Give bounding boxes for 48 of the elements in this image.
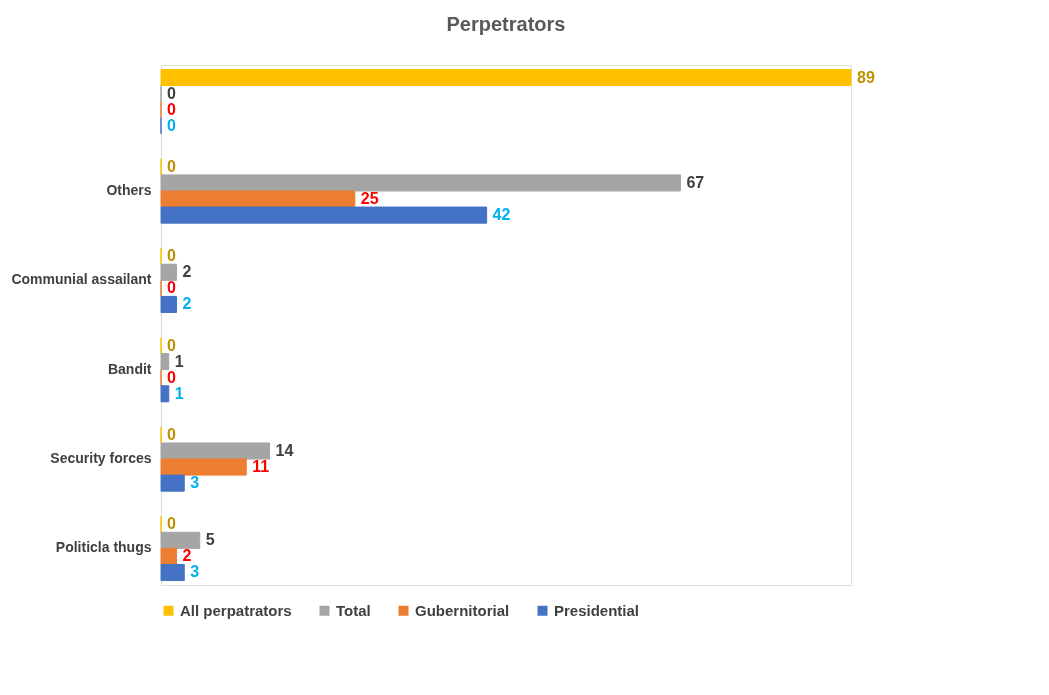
data-label: 42 [492, 206, 511, 224]
data-label: 3 [190, 563, 200, 581]
data-label: 1 [174, 352, 184, 370]
data-label: 11 [252, 458, 270, 476]
bar [160, 295, 178, 313]
bar [160, 442, 271, 460]
bar [160, 190, 356, 208]
bar [160, 206, 488, 224]
bar [160, 531, 201, 549]
bar [160, 263, 178, 281]
bar [160, 385, 170, 403]
data-label: 2 [182, 547, 192, 565]
y-tick-label: Others [106, 181, 152, 198]
bar [160, 547, 178, 565]
data-label: 3 [190, 474, 200, 492]
data-label: 25 [360, 190, 379, 208]
y-tick-label: Politicla thugs [55, 539, 152, 556]
bar [160, 563, 185, 582]
data-label: 2 [182, 295, 192, 313]
legend-label: All perpatrators [180, 601, 292, 619]
bar [160, 353, 170, 371]
data-label: 0 [167, 84, 176, 102]
data-label: 0 [167, 368, 176, 386]
legend-label: Gubernitorial [415, 601, 510, 619]
data-label: 89 [857, 68, 875, 86]
data-label: 67 [686, 173, 705, 191]
data-label: 0 [167, 116, 176, 134]
data-label: 0 [167, 336, 176, 354]
y-tick-label: Communial assailant [11, 271, 152, 288]
bar [160, 174, 681, 192]
data-label: 0 [167, 279, 176, 297]
legend-label: Presidential [554, 601, 640, 619]
data-label: 0 [167, 100, 176, 118]
y-tick-label: Bandit [107, 360, 152, 377]
data-label: 5 [205, 531, 215, 549]
data-label: 0 [167, 157, 176, 175]
data-label: 2 [182, 263, 192, 281]
data-label: 0 [167, 425, 176, 443]
y-tick-label: Security forces [50, 450, 152, 467]
chart-title: Perpetrators [446, 13, 566, 35]
data-label: 0 [167, 515, 176, 533]
data-label: 14 [275, 441, 294, 459]
data-label: 0 [167, 247, 176, 265]
bar [160, 474, 185, 492]
legend-label: Total [336, 601, 371, 619]
data-label: 1 [174, 384, 184, 402]
bar [160, 68, 852, 87]
bar [160, 458, 247, 476]
